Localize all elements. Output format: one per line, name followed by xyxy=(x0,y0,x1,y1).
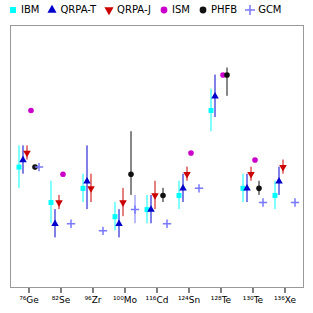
html-text:GCM: GCM xyxy=(258,4,282,15)
html-text:PHFB: PHFB xyxy=(211,4,238,15)
svg-text:¹²⁸Te: ¹²⁸Te xyxy=(211,295,232,305)
html-text:IBM: IBM xyxy=(21,4,40,15)
svg-text:¹¹⁶Cd: ¹¹⁶Cd xyxy=(146,295,169,305)
svg-text:⁷⁶Ge: ⁷⁶Ge xyxy=(19,295,39,305)
svg-text:¹²⁴Sn: ¹²⁴Sn xyxy=(178,295,200,305)
html-text:QRPA-T: QRPA-T xyxy=(60,4,97,15)
svg-text:¹⁰⁰Mo: ¹⁰⁰Mo xyxy=(113,295,138,305)
svg-text:⁸²Se: ⁸²Se xyxy=(52,295,71,305)
svg-text:⁹⁶Zr: ⁹⁶Zr xyxy=(84,295,101,305)
html-text:ISM: ISM xyxy=(172,4,190,15)
svg-text:¹³⁰Te: ¹³⁰Te xyxy=(243,295,264,305)
svg-text:¹³⁶Xe: ¹³⁶Xe xyxy=(274,295,297,305)
html-text:QRPA-J: QRPA-J xyxy=(117,4,151,15)
